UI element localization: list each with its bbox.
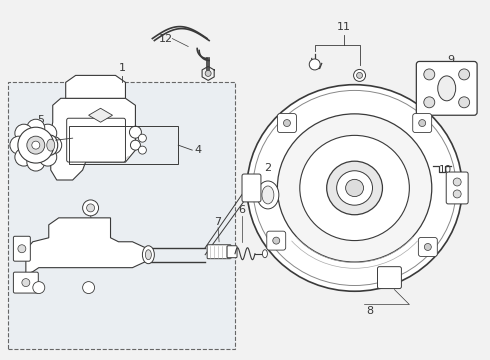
- Circle shape: [83, 282, 95, 293]
- Ellipse shape: [247, 85, 462, 291]
- Circle shape: [27, 119, 45, 137]
- Circle shape: [424, 243, 431, 251]
- Text: 7: 7: [215, 217, 221, 227]
- Circle shape: [32, 141, 40, 149]
- Text: 11: 11: [337, 22, 351, 32]
- Circle shape: [22, 279, 30, 287]
- FancyBboxPatch shape: [207, 245, 231, 259]
- Circle shape: [424, 69, 435, 80]
- FancyBboxPatch shape: [416, 62, 477, 115]
- Ellipse shape: [277, 114, 432, 262]
- Text: 2: 2: [264, 163, 271, 173]
- Circle shape: [33, 282, 45, 293]
- Ellipse shape: [44, 135, 58, 155]
- Ellipse shape: [262, 186, 274, 204]
- Circle shape: [453, 190, 461, 198]
- FancyBboxPatch shape: [446, 172, 468, 204]
- Polygon shape: [51, 98, 135, 180]
- Text: 5: 5: [37, 115, 44, 125]
- Ellipse shape: [47, 139, 55, 151]
- Circle shape: [459, 69, 469, 80]
- Polygon shape: [66, 75, 125, 98]
- FancyBboxPatch shape: [227, 246, 237, 258]
- Circle shape: [15, 124, 33, 142]
- FancyBboxPatch shape: [377, 267, 401, 289]
- Ellipse shape: [300, 135, 409, 240]
- Circle shape: [44, 136, 62, 154]
- Circle shape: [129, 126, 142, 138]
- Circle shape: [39, 124, 57, 142]
- Bar: [8, 82, 235, 349]
- Ellipse shape: [146, 250, 151, 260]
- Text: 6: 6: [239, 205, 245, 215]
- Circle shape: [27, 153, 45, 171]
- Polygon shape: [26, 218, 146, 275]
- Circle shape: [138, 146, 147, 154]
- Ellipse shape: [337, 171, 372, 205]
- Ellipse shape: [345, 179, 364, 197]
- Text: 4: 4: [195, 145, 202, 155]
- Circle shape: [419, 120, 426, 127]
- Text: 8: 8: [366, 306, 373, 316]
- Circle shape: [284, 120, 291, 127]
- FancyBboxPatch shape: [267, 231, 286, 250]
- Ellipse shape: [263, 250, 268, 258]
- Circle shape: [39, 148, 57, 166]
- FancyBboxPatch shape: [13, 272, 38, 293]
- Polygon shape: [89, 108, 113, 122]
- Circle shape: [18, 245, 26, 253]
- Circle shape: [138, 134, 147, 142]
- Circle shape: [273, 237, 280, 244]
- Text: 10: 10: [439, 165, 452, 175]
- Circle shape: [424, 97, 435, 108]
- FancyBboxPatch shape: [277, 114, 296, 132]
- Circle shape: [357, 72, 363, 78]
- Circle shape: [18, 127, 54, 163]
- Circle shape: [459, 97, 469, 108]
- Circle shape: [309, 59, 320, 70]
- Circle shape: [27, 136, 45, 154]
- Ellipse shape: [438, 76, 456, 101]
- FancyBboxPatch shape: [13, 236, 30, 261]
- Circle shape: [354, 69, 366, 81]
- Circle shape: [205, 71, 211, 76]
- Text: 12: 12: [159, 33, 173, 44]
- Ellipse shape: [327, 161, 383, 215]
- Circle shape: [15, 148, 33, 166]
- Circle shape: [87, 204, 95, 212]
- Circle shape: [10, 136, 28, 154]
- Circle shape: [453, 178, 461, 186]
- Text: 9: 9: [448, 55, 455, 66]
- FancyBboxPatch shape: [413, 114, 432, 132]
- Ellipse shape: [143, 246, 154, 264]
- Ellipse shape: [257, 181, 279, 209]
- Text: 3: 3: [93, 227, 100, 237]
- FancyBboxPatch shape: [418, 238, 437, 256]
- Bar: [69, 126, 178, 164]
- FancyBboxPatch shape: [67, 118, 125, 162]
- Text: 1: 1: [119, 63, 126, 73]
- Circle shape: [83, 200, 98, 216]
- Circle shape: [130, 140, 141, 150]
- FancyBboxPatch shape: [242, 174, 261, 202]
